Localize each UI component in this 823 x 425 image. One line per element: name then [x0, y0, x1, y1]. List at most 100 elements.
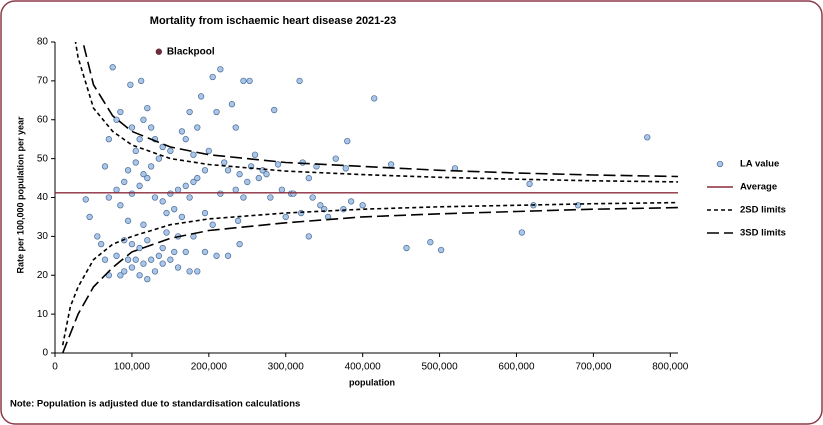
la-point — [228, 101, 236, 108]
la-point — [113, 252, 120, 259]
la-point — [182, 136, 189, 143]
la-point — [167, 147, 174, 155]
la-point — [347, 198, 355, 205]
la-point — [147, 124, 155, 131]
la-point — [155, 155, 162, 162]
la-point — [201, 167, 209, 174]
la-point — [255, 174, 262, 182]
limit-line — [74, 42, 678, 183]
la-point — [296, 77, 303, 85]
la-point — [182, 182, 189, 189]
la-point — [136, 136, 143, 143]
la-point — [232, 124, 239, 131]
la-point — [124, 217, 132, 224]
la-point — [263, 171, 270, 178]
la-point — [159, 143, 166, 151]
la-point — [278, 186, 286, 193]
limit-line — [61, 206, 678, 353]
legend-label: Average — [740, 182, 777, 193]
limit-line — [61, 201, 678, 346]
la-point — [197, 93, 205, 100]
la-point — [526, 180, 533, 188]
la-point — [186, 194, 193, 201]
la-point — [194, 174, 201, 182]
x-axis-label: population — [349, 377, 395, 387]
la-point — [305, 233, 312, 240]
la-point — [201, 209, 209, 217]
la-point — [232, 186, 239, 193]
la-point — [144, 237, 151, 244]
la-point — [144, 104, 151, 112]
note: Note: Population is adjusted due to stan… — [10, 399, 300, 410]
la-point — [163, 209, 170, 217]
la-point — [117, 202, 124, 209]
la-point — [140, 116, 147, 123]
la-point — [159, 198, 166, 205]
la-point — [121, 268, 128, 275]
legend-marker — [716, 160, 724, 168]
la-point — [221, 159, 228, 166]
la-point — [190, 178, 197, 186]
la-point — [171, 248, 178, 256]
la-point — [644, 134, 651, 141]
highlight-label: Blackpool — [167, 46, 215, 57]
la-point — [132, 256, 139, 263]
legend-label: 2SD limits — [740, 205, 786, 216]
la-point — [305, 174, 312, 182]
la-point — [140, 171, 147, 178]
y-tick-label: 70 — [37, 76, 49, 87]
la-point — [186, 108, 193, 116]
la-point — [167, 256, 174, 263]
limit-line — [82, 42, 678, 178]
la-point — [105, 194, 112, 201]
la-point — [371, 95, 378, 102]
la-point — [309, 194, 316, 201]
la-point — [205, 147, 212, 155]
la-point — [144, 275, 151, 283]
la-point — [163, 229, 170, 236]
la-point — [342, 165, 349, 172]
la-point — [186, 268, 193, 275]
la-point — [140, 260, 147, 267]
la-point — [121, 178, 128, 186]
y-tick-label: 80 — [37, 37, 49, 48]
highlight-point — [155, 48, 163, 55]
la-point — [128, 264, 136, 271]
la-point — [240, 77, 247, 85]
x-tick-label: 0 — [52, 362, 58, 373]
la-point — [297, 209, 305, 217]
la-point — [194, 124, 201, 131]
la-point — [113, 186, 120, 193]
y-tick-label: 10 — [37, 309, 49, 320]
x-tick-label: 300,000 — [268, 362, 305, 373]
la-point — [236, 171, 243, 178]
la-point — [359, 202, 366, 209]
plot-area — [55, 42, 678, 353]
la-point — [518, 229, 526, 236]
y-tick-label: 60 — [37, 114, 49, 125]
la-point — [132, 147, 139, 155]
la-point — [282, 213, 289, 221]
la-point — [332, 155, 339, 162]
la-point — [274, 161, 282, 168]
la-point — [194, 268, 201, 275]
la-point — [128, 124, 136, 131]
x-tick-label: 500,000 — [421, 362, 458, 373]
la-point — [113, 116, 120, 123]
y-tick-label: 0 — [42, 348, 48, 359]
la-point — [190, 151, 197, 158]
y-tick-label: 50 — [37, 153, 49, 164]
la-point — [344, 137, 351, 145]
la-point — [217, 190, 224, 197]
la-point — [117, 272, 124, 279]
la-point — [117, 108, 124, 116]
la-point — [217, 66, 224, 73]
la-point — [201, 248, 209, 256]
la-point — [137, 77, 145, 85]
la-point — [224, 252, 232, 259]
la-point — [178, 128, 186, 135]
la-point — [159, 244, 166, 252]
legend-label: 3SD limits — [740, 228, 786, 239]
